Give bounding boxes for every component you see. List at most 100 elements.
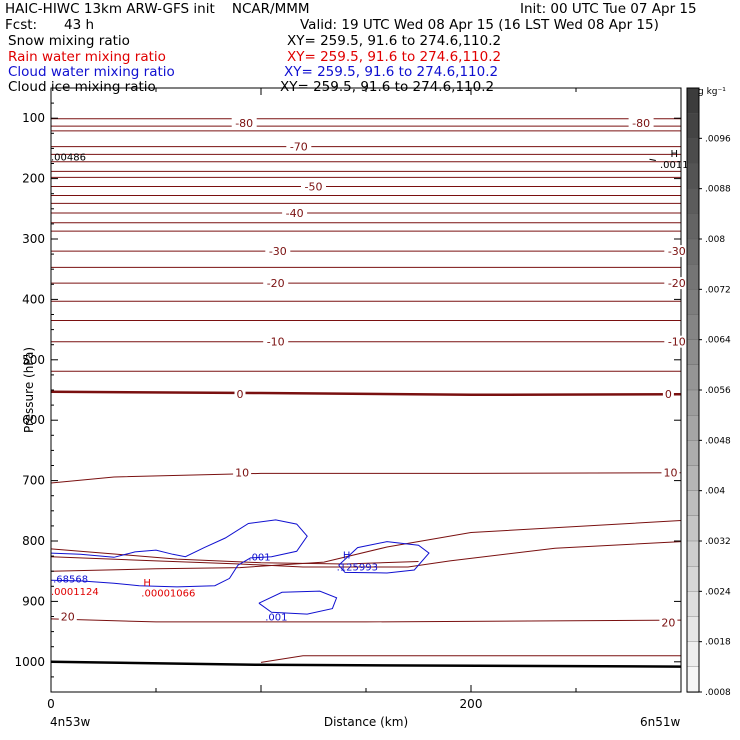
colorbar-bin bbox=[686, 591, 700, 618]
colorbar-bin bbox=[686, 440, 700, 467]
colorbar-unit: g kg⁻¹ bbox=[698, 87, 726, 97]
contour-label-bg bbox=[628, 117, 654, 130]
y-axis-label: Pressure (hPa) bbox=[22, 347, 36, 433]
extremum-annotation: .0001124 bbox=[51, 587, 99, 598]
colorbar-tick-label: .0018 bbox=[705, 638, 731, 648]
freezing-level-contour bbox=[50, 390, 682, 397]
contour-label: 10 bbox=[235, 467, 249, 480]
field-xy-rain: XY= 259.5, 91.6 to 274.6,110.2 bbox=[287, 49, 502, 65]
x-tick-label: 0 bbox=[47, 697, 55, 711]
temperature-contour bbox=[50, 548, 419, 565]
contour-label: -10 bbox=[668, 336, 686, 349]
contour-label: 0 bbox=[665, 388, 672, 401]
extremum-annotation: H bbox=[143, 578, 151, 589]
colorbar-bin bbox=[686, 540, 700, 567]
colorbar-tick-label: .0088 bbox=[705, 185, 731, 195]
colorbar-bin bbox=[686, 314, 700, 341]
cloud-water-contour bbox=[50, 519, 308, 588]
field-name-cloudwater: Cloud water mixing ratio bbox=[8, 64, 175, 80]
y-tick-label: 700 bbox=[22, 474, 45, 488]
plot-frame bbox=[50, 87, 682, 693]
cloud-water-contour bbox=[258, 590, 338, 615]
contour-label: -20 bbox=[668, 277, 686, 290]
contour-label-bg bbox=[664, 335, 690, 348]
colorbar-bin bbox=[686, 515, 700, 542]
colorbar-tick-label: .004 bbox=[705, 487, 725, 497]
contour-label: -10 bbox=[267, 336, 285, 349]
y-tick-label: 300 bbox=[22, 232, 45, 246]
y-tick-label: 1000 bbox=[14, 655, 45, 669]
colorbar-tick-label: .008 bbox=[705, 235, 725, 245]
extremum-annotation: .00001066 bbox=[141, 588, 195, 599]
colorbar-bin bbox=[686, 163, 700, 190]
colorbar-bin bbox=[686, 138, 700, 165]
colorbar-tick-label: .0056 bbox=[705, 386, 731, 396]
contour-label-bg bbox=[265, 245, 291, 258]
y-tick-label: 500 bbox=[22, 353, 45, 367]
x-axis-label: Distance (km) bbox=[324, 715, 408, 729]
contour-label-bg bbox=[664, 245, 690, 258]
colorbar-bin bbox=[686, 238, 700, 265]
contour-label-bg bbox=[286, 140, 312, 153]
colorbar-bin bbox=[686, 113, 700, 139]
extremum-annotation: .001 bbox=[265, 613, 287, 624]
colorbar-bin bbox=[686, 415, 700, 441]
colorbar-bin bbox=[686, 213, 700, 240]
contour-label: 10 bbox=[664, 467, 678, 480]
extremum-annotation: .00486 bbox=[51, 152, 86, 163]
cloud-ice-contour bbox=[649, 158, 656, 161]
contour-label: -30 bbox=[269, 245, 287, 258]
temperature-contour bbox=[50, 541, 682, 568]
field-name-cloudice: Cloud ice mixing ratio bbox=[8, 79, 156, 95]
colorbar-tick-label: .0032 bbox=[705, 537, 731, 547]
header-fcst-label: Fcst: bbox=[5, 17, 38, 33]
contour-labels: -80 -80 -70 -50 -40 -30 -30 -20 -20 -10 -10 0 0 10 10 2… bbox=[58, 117, 690, 630]
contour-label-bg bbox=[282, 207, 308, 220]
x-end-label-left: 4n53w bbox=[50, 715, 91, 729]
contour-label-bg bbox=[664, 277, 690, 290]
field-name-snow: Snow mixing ratio bbox=[8, 33, 130, 49]
extremum-annotation: .68568 bbox=[53, 574, 88, 585]
surface-contour bbox=[50, 660, 682, 668]
colorbar-bin bbox=[686, 389, 700, 416]
field-name-rain: Rain water mixing ratio bbox=[8, 49, 166, 65]
colorbar-tick-label: .0008 bbox=[705, 688, 731, 698]
contour-label-bg bbox=[234, 388, 246, 401]
contour-label: -50 bbox=[305, 180, 323, 193]
colorbar-bin bbox=[686, 566, 700, 592]
contour-label: -70 bbox=[290, 141, 308, 154]
y-tick-label: 900 bbox=[22, 594, 45, 608]
contour-label: -80 bbox=[632, 117, 650, 130]
contour-label-bg bbox=[263, 277, 289, 290]
contour-label-bg bbox=[233, 466, 252, 479]
x-tick-label: 200 bbox=[460, 697, 483, 711]
colorbar-bin bbox=[686, 264, 700, 290]
header-title: HAIC-HIWC 13km ARW-GFS init NCAR/MMM bbox=[5, 1, 310, 17]
field-xy-snow: XY= 259.5, 91.6 to 274.6,110.2 bbox=[287, 33, 502, 49]
contour-label: -30 bbox=[668, 245, 686, 258]
colorbar-bin bbox=[686, 188, 700, 215]
contour-label-bg bbox=[662, 388, 674, 401]
colorbar-tick-label: .0048 bbox=[705, 436, 731, 446]
contour-label: 0 bbox=[237, 388, 244, 401]
extremum-annotation: H bbox=[671, 149, 679, 160]
contour-label: -20 bbox=[267, 277, 285, 290]
y-tick-label: 100 bbox=[22, 111, 45, 125]
contour-label: -40 bbox=[286, 207, 304, 220]
colorbar-tick-label: .0024 bbox=[705, 587, 731, 597]
contour-label: -80 bbox=[235, 117, 253, 130]
field-xy-cloudwater: XY= 259.5, 91.6 to 274.6,110.2 bbox=[284, 64, 499, 80]
cloud-water-contours bbox=[50, 519, 430, 615]
colorbar: .0096 .0088 .008 .0072 .0064 .0056 .0048 .004 .0… bbox=[686, 87, 731, 698]
colorbar-bin bbox=[686, 289, 700, 316]
contour-label: 20 bbox=[661, 617, 675, 630]
colorbar-bin bbox=[686, 339, 700, 366]
colorbar-tick-label: .0096 bbox=[705, 134, 731, 144]
contour-label-bg bbox=[301, 180, 326, 193]
colorbar-tick-label: .0064 bbox=[705, 336, 731, 346]
extremum-annotation: H bbox=[343, 550, 351, 561]
colorbar-bin bbox=[686, 641, 700, 668]
colorbar-bin bbox=[686, 616, 700, 643]
